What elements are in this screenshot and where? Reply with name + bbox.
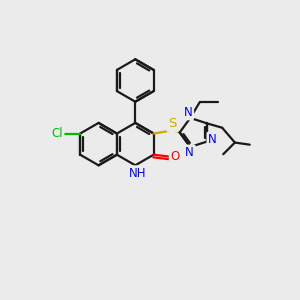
Text: NH: NH <box>129 167 146 180</box>
Text: Cl: Cl <box>51 127 63 140</box>
Text: N: N <box>185 146 194 159</box>
Text: N: N <box>208 134 217 146</box>
Text: O: O <box>171 150 180 163</box>
Text: N: N <box>184 106 192 118</box>
Text: S: S <box>169 117 177 130</box>
